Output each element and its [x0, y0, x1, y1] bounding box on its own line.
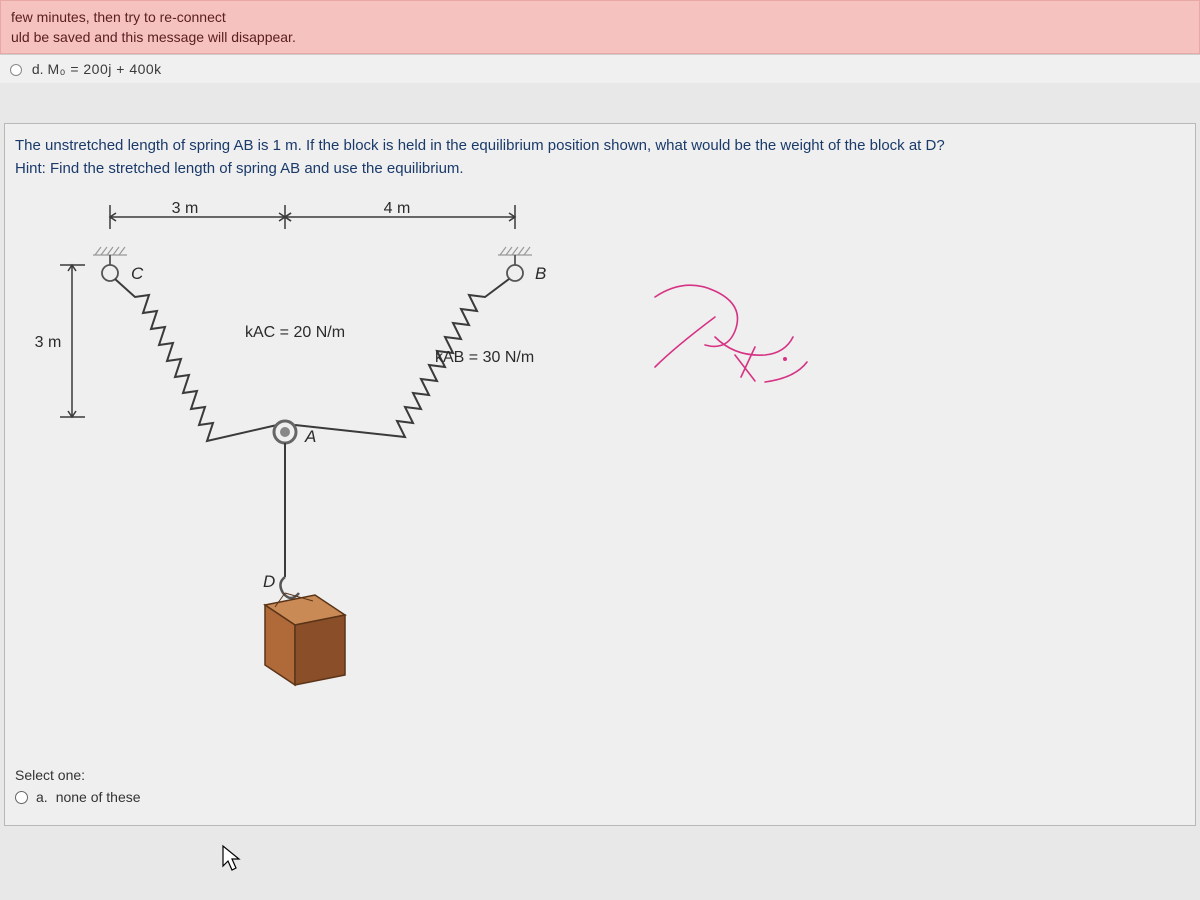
dim-left: 3 m [35, 334, 62, 351]
k-ac-label: kAC = 20 N/m [245, 324, 345, 341]
answer-text: none of these [56, 789, 141, 805]
prev-question-option: d. M₀ = 200j + 400k [0, 54, 1200, 83]
prev-option-formula: M₀ = 200j + 400k [47, 61, 161, 77]
k-ab-label: kAB = 30 N/m [435, 349, 534, 366]
alert-main-line: uld be saved and this message will disap… [11, 29, 1189, 45]
question-card: The unstretched length of spring AB is 1… [4, 123, 1196, 826]
problem-diagram: 3 m 4 m 3 m [15, 187, 915, 747]
answer-option[interactable]: a. none of these [15, 789, 1185, 805]
dim-top-left: 3 m [172, 200, 199, 217]
dim-top-right: 4 m [384, 200, 411, 217]
radio-icon[interactable] [10, 64, 22, 76]
answer-letter: a. [36, 789, 48, 805]
question-text: The unstretched length of spring AB is 1… [15, 134, 1185, 158]
question-hint: Hint: Find the stretched length of sprin… [15, 160, 1185, 177]
radio-icon[interactable] [15, 791, 28, 804]
select-one-label: Select one: [15, 767, 1185, 783]
cursor-icon [221, 844, 243, 872]
label-a: A [304, 427, 316, 446]
label-c: C [131, 264, 144, 283]
label-d: D [263, 572, 275, 591]
alert-top-line: few minutes, then try to re-connect [11, 9, 1189, 29]
label-b: B [535, 264, 546, 283]
prev-option-letter: d. [32, 61, 44, 77]
connection-alert: few minutes, then try to re-connect uld … [0, 0, 1200, 54]
